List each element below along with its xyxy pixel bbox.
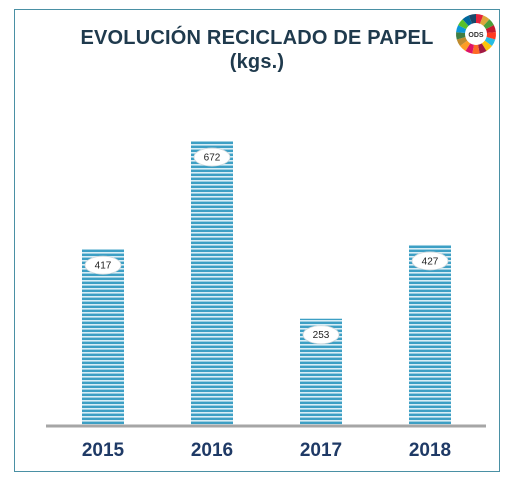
data-label-bubble-2016 [193, 147, 231, 167]
sdg-wheel-segment [485, 25, 496, 33]
x-tick-label-2015: 2015 [82, 440, 125, 461]
sdg-wheel-segment [484, 37, 496, 47]
x-tick-label-2018: 2018 [409, 440, 451, 461]
labels-group: 417 2015 672 2016 253 2017 427 2018 [82, 147, 451, 461]
bar-2015 [82, 249, 124, 426]
sdg-wheel-segments [456, 14, 496, 54]
sdg-wheel-center [466, 24, 486, 44]
sdg-wheel-segment [458, 19, 469, 30]
bar-2018 [409, 244, 451, 426]
sdg-wheel-segment [486, 32, 496, 40]
x-tick-label-2017: 2017 [300, 440, 342, 461]
data-label-2018: 427 [422, 256, 439, 267]
sdg-badge-text: ODS [468, 32, 484, 39]
data-label-bubble-2015 [84, 255, 122, 275]
title-line-1: EVOLUCIÓN RECICLADO DE PAPEL [80, 27, 434, 49]
sdg-wheel-segment [456, 25, 467, 33]
sdg-wheel-icon: ODS [456, 14, 496, 54]
data-label-2015: 417 [95, 261, 112, 272]
sdg-wheel-segment [481, 40, 492, 51]
sdg-wheel-segment [468, 14, 476, 24]
data-label-bubble-2018 [411, 251, 449, 271]
sdg-wheel-segment [456, 32, 466, 40]
sdg-wheel-segment [460, 40, 471, 51]
sdg-wheel-segment [456, 37, 468, 47]
bar-2016 [191, 141, 233, 426]
sdg-wheel-segment [472, 44, 480, 54]
data-label-2017: 253 [313, 330, 330, 341]
sdg-wheel-segment [479, 15, 490, 26]
sdg-wheel-segment [476, 14, 484, 24]
sdg-wheel-segment [465, 43, 474, 54]
chart-title: EVOLUCIÓN RECICLADO DE PAPEL (kgs.) [15, 26, 499, 74]
bars-group [82, 141, 451, 426]
sdg-wheel-segment [478, 43, 487, 54]
sdg-wheel-segment [462, 15, 473, 26]
data-label-bubble-2017 [302, 325, 340, 345]
data-label-2016: 672 [204, 153, 221, 164]
x-tick-label-2016: 2016 [191, 440, 233, 461]
title-line-2: (kgs.) [229, 51, 285, 73]
sdg-wheel-segment [483, 19, 494, 30]
